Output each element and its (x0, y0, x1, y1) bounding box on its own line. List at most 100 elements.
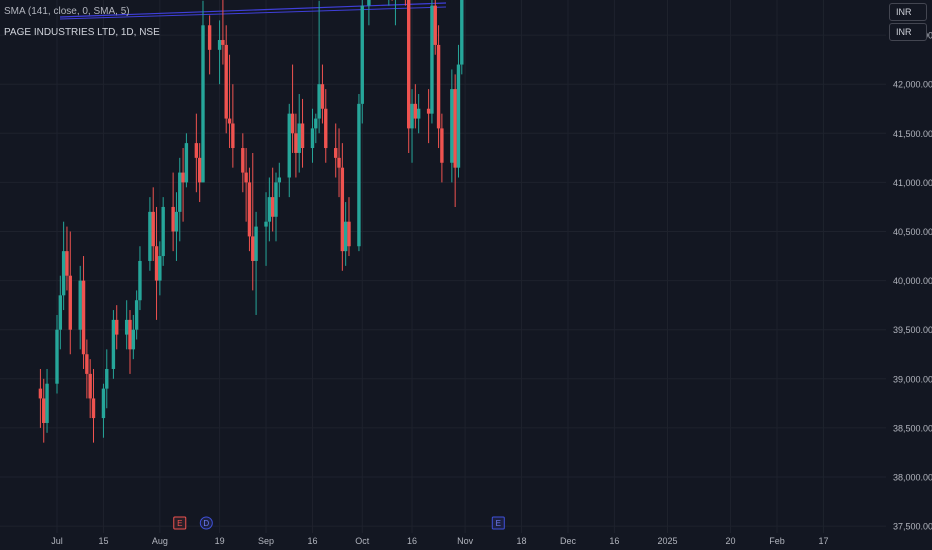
candle-body[interactable] (128, 319, 132, 350)
candle-body[interactable] (277, 177, 282, 183)
candle-body[interactable] (430, 5, 434, 114)
candle-body[interactable] (227, 118, 232, 124)
candle-body[interactable] (320, 84, 325, 109)
candle-body[interactable] (274, 182, 278, 217)
candle-body[interactable] (290, 113, 295, 134)
candle-body[interactable] (217, 40, 222, 50)
candle-body[interactable] (436, 44, 441, 129)
candle-body[interactable] (115, 319, 119, 335)
candle-body[interactable] (134, 300, 139, 330)
candle-body[interactable] (334, 148, 338, 158)
price-tick-label: 39,000.00 (893, 374, 932, 384)
candle-body[interactable] (138, 260, 142, 301)
candle-body[interactable] (224, 44, 228, 119)
candle-body[interactable] (287, 113, 291, 178)
candle-body[interactable] (324, 108, 328, 149)
candle-body[interactable] (184, 143, 189, 183)
candle-body[interactable] (337, 157, 341, 168)
candle-body[interactable] (367, 0, 371, 6)
candle-body[interactable] (433, 5, 437, 45)
candle-body[interactable] (174, 211, 179, 232)
candle-body[interactable] (297, 123, 301, 153)
candle-body[interactable] (207, 25, 212, 50)
time-tick-label: 2025 (657, 536, 677, 546)
candle-body[interactable] (181, 172, 185, 183)
candle-body[interactable] (314, 118, 318, 129)
currency-selector[interactable]: INR (889, 3, 927, 21)
candle-body[interactable] (251, 236, 255, 261)
sma-line (59, 2, 447, 20)
candle-body[interactable] (267, 197, 272, 222)
candle-body[interactable] (91, 398, 96, 419)
candle-body[interactable] (221, 40, 225, 45)
candle-body[interactable] (270, 197, 275, 217)
candle-body[interactable] (440, 128, 444, 163)
candle-body[interactable] (124, 319, 129, 335)
candle-body[interactable] (410, 103, 414, 129)
candle-body[interactable] (460, 0, 464, 65)
event-marker-label: E (496, 519, 501, 528)
candle-body[interactable] (407, 0, 411, 129)
candle-body[interactable] (42, 398, 46, 423)
candle-body[interactable] (58, 295, 63, 330)
candle-body[interactable] (45, 383, 49, 423)
earnings-marker-icon[interactable] (173, 516, 187, 530)
candle-body[interactable] (161, 206, 165, 257)
candle-body[interactable] (426, 108, 431, 114)
candle-body[interactable] (340, 167, 345, 252)
candle-body[interactable] (360, 5, 364, 104)
candle-body[interactable] (88, 373, 92, 399)
time-tick-label: 17 (818, 536, 828, 546)
price-tick-label: 38,500.00 (893, 423, 932, 433)
candle-body[interactable] (343, 221, 348, 252)
candle-body[interactable] (194, 143, 199, 158)
time-axis: Jul 15 Aug 19 Sep 16 Oct 16 Nov 18 Dec 16 2025 20 Feb 1… (51, 536, 828, 546)
earnings-marker-icon[interactable] (491, 516, 505, 530)
indicator-legend[interactable]: SMA (141, close, 0, SMA, 5) (4, 6, 130, 17)
candle-body[interactable] (85, 354, 89, 374)
candle-body[interactable] (453, 89, 457, 168)
candle-body[interactable] (81, 280, 86, 355)
candle-body[interactable] (310, 128, 315, 149)
candle-body[interactable] (264, 221, 268, 227)
candle-body[interactable] (151, 211, 155, 247)
candle-body[interactable] (78, 280, 82, 330)
candle-body[interactable] (38, 388, 43, 399)
candle-body[interactable] (111, 319, 116, 369)
candle-body[interactable] (201, 25, 205, 183)
dividend-marker-icon[interactable] (199, 516, 213, 530)
candle-body[interactable] (413, 103, 418, 119)
candle-body[interactable] (241, 148, 245, 173)
time-tick-label: 16 (307, 536, 317, 546)
candle-body[interactable] (178, 172, 182, 212)
candle-body[interactable] (347, 221, 351, 247)
candle-body[interactable] (68, 275, 72, 330)
candle-body[interactable] (244, 172, 248, 183)
candle-body[interactable] (231, 123, 235, 149)
candle-body[interactable] (357, 103, 361, 247)
candle-body[interactable] (254, 226, 258, 261)
candle-body[interactable] (61, 251, 66, 296)
symbol-title: PAGE INDUSTRIES LTD, 1D, NSE (4, 27, 160, 38)
candle-body[interactable] (456, 64, 461, 168)
candle-body[interactable] (148, 211, 152, 261)
candle-body[interactable] (171, 206, 175, 232)
candle-body[interactable] (317, 84, 321, 119)
candle-body[interactable] (247, 182, 252, 237)
candle-body[interactable] (197, 157, 202, 183)
candle-body[interactable] (131, 329, 136, 350)
candle-body[interactable] (416, 108, 421, 119)
price-tick-label: 40,000.00 (893, 276, 932, 286)
candle-body[interactable] (154, 246, 159, 281)
candle-body[interactable] (101, 388, 106, 419)
candle-body[interactable] (294, 133, 298, 153)
candle-body[interactable] (158, 256, 162, 281)
candle-body[interactable] (300, 123, 305, 149)
candle-body[interactable] (450, 89, 454, 163)
candle-body[interactable] (55, 329, 59, 384)
candle-body[interactable] (105, 368, 109, 389)
currency-selector-secondary[interactable]: INR (889, 23, 927, 41)
candle-body[interactable] (65, 251, 69, 276)
